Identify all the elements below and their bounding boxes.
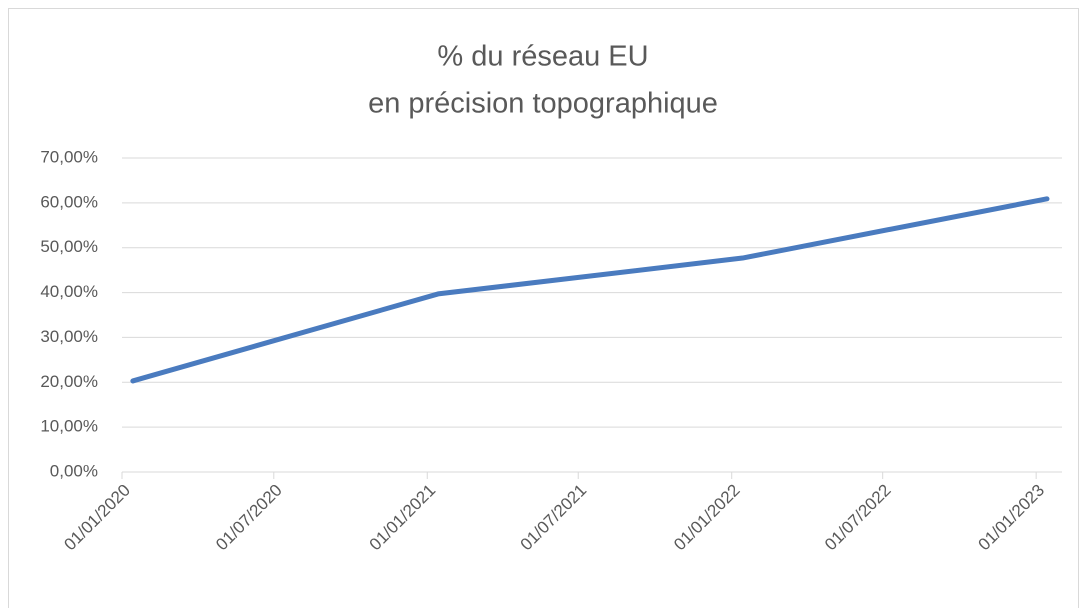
- chart-border: [8, 8, 1079, 608]
- y-tick-label: 30,00%: [40, 327, 98, 346]
- y-tick-label: 70,00%: [40, 147, 98, 166]
- y-tick-label: 50,00%: [40, 237, 98, 256]
- y-tick-label: 40,00%: [40, 282, 98, 301]
- data-line: [130, 196, 1050, 384]
- y-tick-label: 0,00%: [50, 461, 98, 480]
- chart-title: en précision topographique: [368, 88, 718, 120]
- y-tick-label: 60,00%: [40, 192, 98, 211]
- chart-title: % du réseau EU: [437, 41, 648, 73]
- y-tick-label: 10,00%: [40, 417, 98, 436]
- y-tick-label: 20,00%: [40, 372, 98, 391]
